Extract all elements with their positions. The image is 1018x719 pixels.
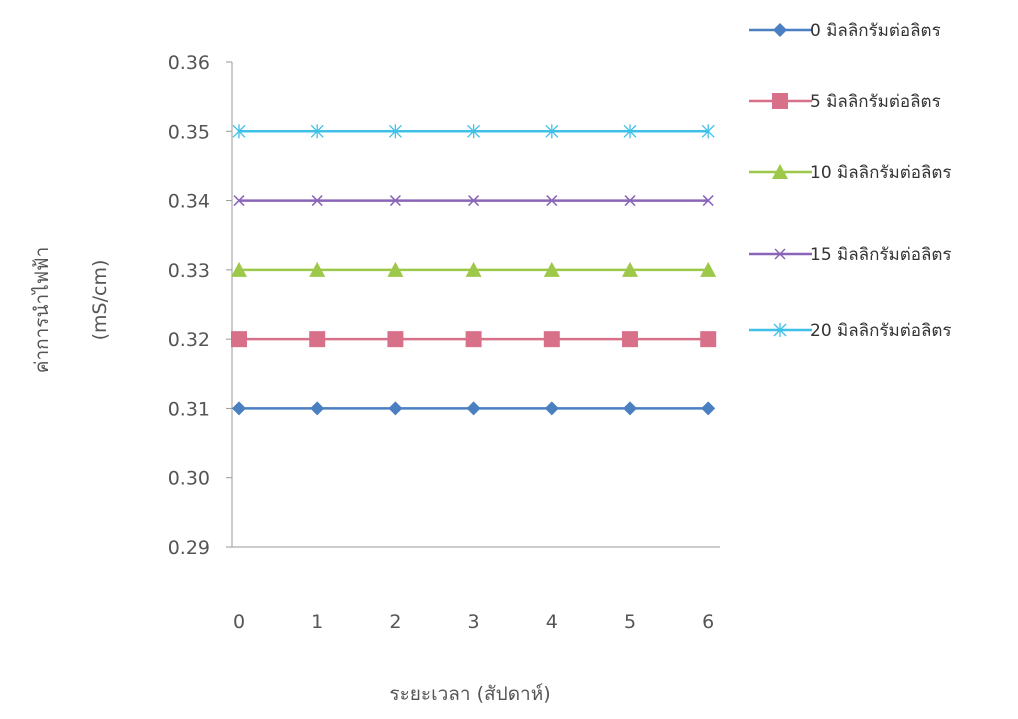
data-point — [232, 124, 246, 139]
x-tick-label: 5 — [624, 611, 636, 633]
legend-item: 5 มิลลิกรัมต่อลิตร — [749, 92, 941, 112]
data-point — [467, 124, 481, 139]
data-point — [466, 401, 481, 416]
legend-item: 10 มิลลิกรัมต่อลิตร — [749, 163, 952, 183]
data-point — [624, 195, 636, 207]
legend-label: 0 มิลลิกรัมต่อลิตร — [810, 21, 941, 41]
data-point — [700, 331, 717, 348]
y-axis-title: ค่าการนำไฟฟ้า — [31, 247, 53, 374]
y-tick-label: 0.32 — [168, 329, 210, 351]
y-tick-label: 0.35 — [168, 121, 210, 143]
data-point — [310, 124, 324, 139]
data-point — [311, 195, 323, 207]
y-axis-unit: (mS/cm) — [89, 260, 111, 341]
data-point — [231, 261, 247, 277]
data-point — [387, 261, 404, 277]
data-point — [544, 401, 559, 416]
data-point — [388, 401, 403, 416]
legend-marker — [772, 93, 788, 109]
x-axis-title: ระยะเวลา (สัปดาห์) — [389, 683, 550, 705]
data-point — [388, 124, 402, 139]
y-tick-label: 0.29 — [168, 537, 210, 559]
legend: 0 มิลลิกรัมต่อลิตร 5 มิลลิกรัมต่อลิตร 10 ม… — [749, 21, 952, 341]
data-point — [623, 401, 637, 416]
data-point — [310, 401, 325, 416]
data-point — [543, 331, 560, 348]
legend-label: 5 มิลลิกรัมต่อลิตร — [810, 92, 941, 112]
x-tick-label: 1 — [311, 611, 323, 633]
data-point — [309, 331, 326, 348]
data-point — [546, 195, 558, 207]
series-3 — [233, 195, 714, 207]
data-point — [545, 124, 559, 139]
series-group — [231, 124, 717, 416]
series-0 — [232, 401, 716, 416]
legend-marker — [773, 23, 787, 37]
data-point — [622, 331, 638, 348]
legend-label: 10 มิลลิกรัมต่อลิตร — [810, 163, 952, 183]
y-tick-label: 0.36 — [168, 52, 210, 74]
plot-area: 0.29 0.30 0.31 0.32 0.33 0.34 0.35 0.36 0 1 2 3 4 5 6 — [168, 52, 720, 633]
data-point — [543, 261, 560, 277]
data-point — [701, 124, 715, 139]
data-point — [387, 331, 404, 348]
x-tick-label: 4 — [546, 611, 558, 633]
x-tick-label: 6 — [702, 611, 714, 633]
legend-marker — [773, 323, 787, 337]
legend-item: 20 มิลลิกรัมต่อลิตร — [749, 321, 952, 341]
legend-marker — [774, 248, 786, 260]
y-tick-label: 0.31 — [168, 398, 210, 420]
legend-item: 0 มิลลิกรัมต่อลิตร — [749, 21, 941, 41]
data-point — [623, 124, 637, 139]
data-point — [468, 195, 480, 207]
data-point — [622, 261, 638, 277]
y-tick-label: 0.33 — [168, 260, 210, 282]
y-tick-label: 0.34 — [168, 191, 210, 213]
series-4 — [232, 124, 715, 139]
legend-label: 20 มิลลิกรัมต่อลิตร — [810, 321, 952, 341]
data-point — [233, 195, 245, 207]
series-1 — [231, 331, 717, 348]
data-point — [232, 401, 246, 416]
data-point — [465, 261, 482, 277]
legend-marker — [772, 164, 788, 179]
data-point — [309, 261, 326, 277]
x-tick-label: 2 — [389, 611, 401, 633]
x-tick-label: 0 — [233, 611, 245, 633]
y-tick-label: 0.30 — [168, 468, 210, 490]
data-point — [700, 261, 717, 277]
data-point — [389, 195, 401, 207]
series-2 — [231, 261, 717, 277]
legend-label: 15 มิลลิกรัมต่อลิตร — [810, 245, 952, 265]
data-point — [465, 331, 482, 348]
data-point — [702, 195, 714, 207]
data-point — [701, 401, 716, 416]
y-axis-title-group: ค่าการนำไฟฟ้า (mS/cm) — [31, 247, 111, 374]
legend-item: 15 มิลลิกรัมต่อลิตร — [749, 245, 952, 265]
data-point — [231, 331, 247, 348]
x-tick-label: 3 — [468, 611, 480, 633]
